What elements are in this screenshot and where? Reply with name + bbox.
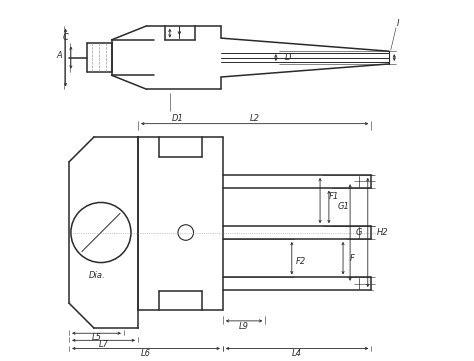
Text: L6: L6 (141, 348, 151, 357)
Text: D: D (285, 53, 291, 62)
Text: Dia.: Dia. (89, 271, 106, 280)
Text: L7: L7 (99, 340, 109, 349)
Text: C: C (62, 32, 68, 42)
Text: F2: F2 (296, 257, 306, 266)
Text: G1: G1 (338, 203, 350, 212)
Text: L2: L2 (250, 114, 260, 123)
Text: F: F (349, 254, 354, 263)
Text: D1: D1 (172, 114, 183, 123)
Text: I: I (397, 18, 399, 27)
Text: A: A (56, 51, 62, 60)
Text: L9: L9 (239, 322, 249, 331)
Text: H2: H2 (377, 228, 388, 237)
Text: L5: L5 (91, 333, 101, 342)
Text: L4: L4 (292, 348, 302, 357)
Text: G: G (356, 228, 363, 237)
Text: F1: F1 (329, 192, 339, 201)
